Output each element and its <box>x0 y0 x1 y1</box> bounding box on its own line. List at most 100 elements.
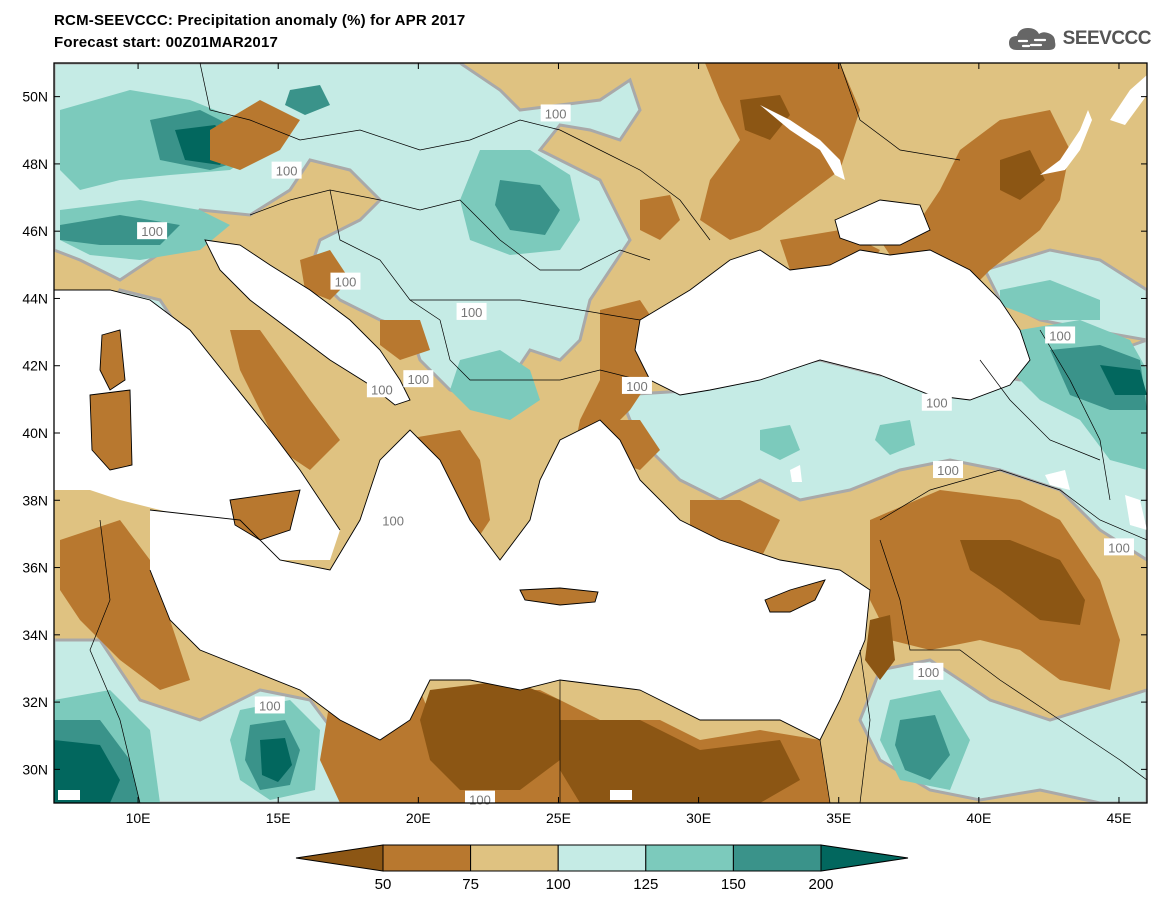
contour-label: 100 <box>137 222 168 240</box>
contour-label-text: 100 <box>937 463 959 478</box>
contour-label-bg <box>403 370 434 388</box>
very-dry-regions <box>420 95 1085 803</box>
contour-label-text: 100 <box>407 372 429 387</box>
lat-tick-label: 38N <box>22 492 48 508</box>
coastlines <box>54 199 1031 741</box>
contour-label-bg <box>1103 538 1134 556</box>
lon-tick-label: 10E <box>126 810 151 826</box>
black-sea <box>635 250 1030 400</box>
colorbar-segment <box>645 844 734 872</box>
no-data-patches <box>58 75 1147 800</box>
contour-label-bg <box>621 376 652 394</box>
logo-text: SEEVCCC <box>1062 28 1152 49</box>
contour-label-text: 100 <box>276 164 298 179</box>
sea-masks <box>54 200 1030 740</box>
contour-label: 100 <box>621 376 652 394</box>
map-field <box>54 63 1147 803</box>
contour-label: 100 <box>366 380 397 398</box>
colorbar-segment <box>470 844 559 872</box>
contour-label-bg <box>456 302 487 320</box>
lat-tick-label: 48N <box>22 156 48 172</box>
colorbar-label: 200 <box>808 876 833 893</box>
contour-label: 100 <box>540 104 571 122</box>
colorbar-min-triangle <box>295 844 384 872</box>
country-borders <box>89 63 1147 803</box>
colorbar-label: 75 <box>462 876 479 893</box>
sea-of-azov <box>835 200 930 245</box>
contour-label-bg <box>271 161 302 179</box>
lat-tick-label: 44N <box>22 290 48 306</box>
lon-tick-label: 30E <box>686 810 711 826</box>
sardinia-island <box>90 390 132 470</box>
contour-label-bg <box>378 511 409 529</box>
lat-tick-label: 32N <box>22 694 48 710</box>
lon-tick-label: 15E <box>266 810 291 826</box>
contour-label-text: 100 <box>918 665 940 680</box>
lon-tick-label: 20E <box>406 810 431 826</box>
colorbar-segment <box>382 844 472 872</box>
lat-tick-label: 46N <box>22 223 48 239</box>
colorbar: 50 75 100 125 150 200 <box>295 844 909 893</box>
contour-labels: 100 100 100 100 100 100 100 100 100 100 100 100 100 1… <box>137 104 1134 808</box>
lat-tick-label: 36N <box>22 560 48 576</box>
contour-label: 100 <box>378 511 409 529</box>
contour-label-text: 100 <box>545 106 567 121</box>
colorbar-segment <box>557 844 647 872</box>
forecast-start-subtitle: Forecast start: 00Z01MAR2017 <box>54 34 279 51</box>
longitude-axis: 10E 15E 20E 25E 30E 35E 40E 45E <box>126 63 1132 826</box>
contour-label-text: 100 <box>335 275 357 290</box>
colorbar-label: 100 <box>546 876 571 893</box>
contour-label-bg <box>137 222 168 240</box>
contour-label: 100 <box>933 461 964 478</box>
contour-label-bg <box>913 662 944 680</box>
contour-label-bg <box>933 461 964 478</box>
contour-label: 100 <box>254 696 285 714</box>
lon-tick-label: 45E <box>1107 810 1132 826</box>
contour-label-text: 100 <box>926 396 948 411</box>
contour-label-text: 100 <box>626 379 648 394</box>
map-title: RCM-SEEVCCC: Precipitation anomaly (%) f… <box>54 12 466 29</box>
contour-label: 100 <box>913 662 944 680</box>
contour-label-bg <box>540 104 571 122</box>
corsica-island <box>100 330 125 390</box>
contour-label-text: 100 <box>371 382 393 397</box>
contour-label: 100 <box>921 393 952 411</box>
contour-label: 100 <box>271 161 302 179</box>
contour-label: 100 <box>1103 538 1134 556</box>
western-mediterranean <box>54 290 340 560</box>
contour-label-text: 100 <box>382 513 404 528</box>
contour-label: 100 <box>403 370 434 388</box>
lat-tick-label: 42N <box>22 358 48 374</box>
islands <box>90 330 825 612</box>
colorbar-segment <box>732 844 822 872</box>
contour-label-bg <box>366 380 397 398</box>
seevccc-logo: SEEVCCC <box>1007 22 1152 56</box>
contour-label-text: 100 <box>469 793 491 808</box>
lat-tick-label: 40N <box>22 425 48 441</box>
contour-label-bg <box>330 272 361 290</box>
contour-label: 100 <box>1045 326 1076 344</box>
colorbar-label: 125 <box>633 876 658 893</box>
lat-tick-label: 34N <box>22 627 48 643</box>
crete-island <box>520 588 598 605</box>
contour-label-text: 100 <box>259 698 281 713</box>
lat-tick-label: 30N <box>22 761 48 777</box>
cyprus-island <box>765 580 825 612</box>
lon-tick-label: 25E <box>546 810 571 826</box>
lat-tick-label: 50N <box>22 89 48 105</box>
contour-label: 100 <box>464 790 495 808</box>
contour-label-bg <box>921 393 952 411</box>
contour-label-text: 100 <box>141 224 163 239</box>
colorbar-max-triangle <box>820 844 909 872</box>
colorbar-label: 150 <box>721 876 746 893</box>
cloud-logo-icon <box>1008 28 1056 50</box>
contour-label-text: 100 <box>1049 328 1071 343</box>
contour-label-bg <box>254 696 285 714</box>
adriatic-sea <box>205 240 410 405</box>
contour-label-bg <box>1045 326 1076 344</box>
contour-label: 100 <box>456 302 487 320</box>
colorbar-label: 50 <box>375 876 392 893</box>
lon-tick-label: 35E <box>826 810 851 826</box>
contour-label-text: 100 <box>461 305 483 320</box>
